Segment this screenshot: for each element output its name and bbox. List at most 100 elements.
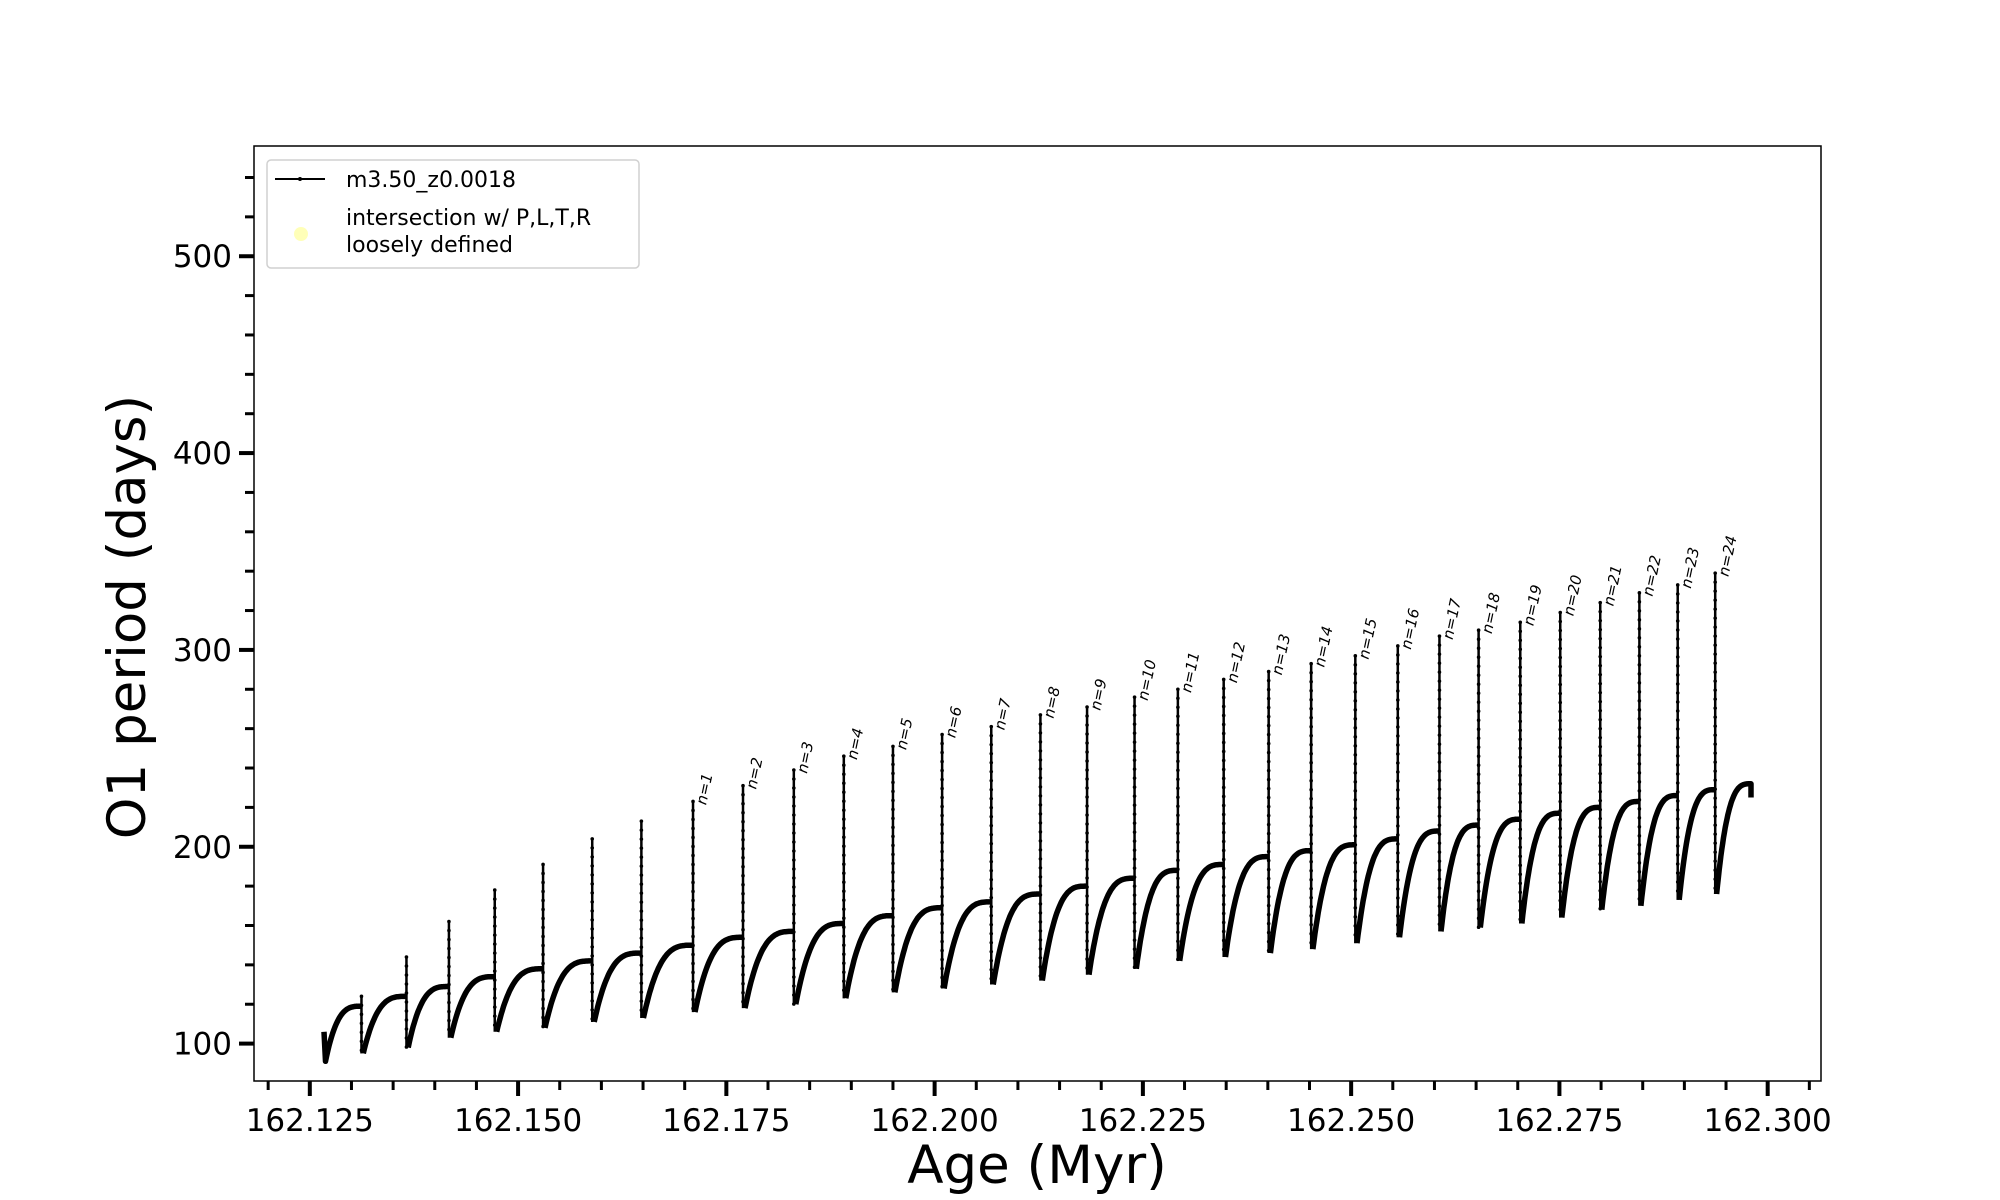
spike-point bbox=[1598, 888, 1603, 893]
spike-point bbox=[1713, 652, 1718, 656]
spike-point bbox=[541, 916, 545, 921]
spike-point bbox=[1558, 880, 1563, 885]
spike-point bbox=[741, 873, 745, 878]
spike-point bbox=[1396, 662, 1400, 666]
spike-point bbox=[1309, 778, 1313, 783]
spike-point bbox=[1266, 741, 1271, 746]
spike-point bbox=[1558, 709, 1563, 714]
spike-point bbox=[1309, 724, 1313, 729]
spike-point bbox=[1085, 966, 1089, 970]
spike-point bbox=[541, 880, 545, 885]
spike-point bbox=[1396, 707, 1400, 711]
spike-point bbox=[1598, 726, 1603, 731]
spike-point bbox=[1675, 763, 1680, 767]
spike-point bbox=[891, 861, 895, 866]
spike-point bbox=[590, 927, 595, 931]
spike-point bbox=[590, 999, 595, 1003]
spike-point bbox=[1518, 629, 1523, 634]
spike-point bbox=[1598, 708, 1603, 713]
spike-point bbox=[1396, 833, 1400, 837]
spike-point bbox=[1675, 817, 1680, 821]
legend: m3.50_z0.0018 intersection w/ P,L,T,R lo… bbox=[266, 159, 640, 269]
spike-point bbox=[891, 825, 895, 830]
spike-point bbox=[792, 930, 796, 934]
spike-point bbox=[1476, 637, 1481, 642]
spike-point bbox=[989, 742, 994, 747]
spike-point bbox=[1309, 922, 1313, 927]
spike-point bbox=[1476, 880, 1481, 885]
spike-point bbox=[1675, 673, 1680, 677]
spike-point bbox=[1675, 880, 1680, 884]
spike-point bbox=[1558, 799, 1563, 804]
spike-point bbox=[1085, 723, 1089, 727]
spike-point bbox=[1518, 809, 1523, 814]
spike-point bbox=[1132, 965, 1137, 969]
spike-point bbox=[1266, 912, 1271, 917]
spike-point bbox=[1085, 867, 1089, 871]
spike-point bbox=[792, 822, 796, 826]
spike-point bbox=[1085, 840, 1089, 844]
spike-point bbox=[1038, 830, 1043, 834]
spike-point bbox=[1309, 904, 1313, 909]
y-axis-title: O1 period (days) bbox=[97, 395, 158, 839]
spike-point bbox=[1353, 816, 1358, 820]
spike-point bbox=[1309, 823, 1313, 828]
spike-order-label: n=21 bbox=[1600, 563, 1626, 607]
spike-point bbox=[590, 891, 595, 895]
spike-point bbox=[1221, 938, 1226, 943]
spike-point bbox=[1518, 791, 1523, 796]
spike-point bbox=[1637, 699, 1642, 703]
spike-point bbox=[1675, 682, 1680, 686]
spike-point bbox=[1637, 591, 1642, 595]
spike-point bbox=[1637, 717, 1642, 721]
spike-point bbox=[1309, 868, 1313, 873]
legend-label-series: m3.50_z0.0018 bbox=[346, 168, 516, 193]
spike-point bbox=[842, 862, 846, 867]
spike-point bbox=[1476, 673, 1481, 678]
spike-point bbox=[590, 837, 595, 841]
spike-point bbox=[1437, 634, 1442, 638]
spike-point bbox=[940, 939, 944, 944]
spike-point bbox=[590, 864, 595, 868]
spike-point bbox=[447, 928, 451, 933]
spike-point bbox=[1309, 886, 1313, 891]
spike-point bbox=[1266, 840, 1271, 845]
spike-point bbox=[1132, 866, 1137, 870]
spike-point bbox=[1309, 715, 1313, 720]
spike-point bbox=[1598, 816, 1603, 821]
spike-point bbox=[1353, 807, 1358, 811]
spike-point bbox=[1437, 805, 1442, 809]
spike-point bbox=[1637, 870, 1642, 874]
spike-point bbox=[741, 927, 745, 932]
spike-point bbox=[1038, 767, 1043, 771]
spike-point bbox=[1476, 826, 1481, 831]
spike-point bbox=[590, 954, 595, 958]
spike-point bbox=[792, 804, 796, 808]
spike-point bbox=[492, 888, 497, 892]
spike-point bbox=[842, 781, 846, 786]
spike-point bbox=[842, 754, 846, 759]
spike-point bbox=[1713, 616, 1718, 620]
spike-point bbox=[1038, 821, 1043, 825]
spike-point bbox=[1085, 957, 1089, 961]
spike-point bbox=[691, 916, 695, 921]
spike-point bbox=[1309, 850, 1313, 855]
spike-point bbox=[1558, 835, 1563, 840]
spike-point bbox=[1437, 679, 1442, 683]
spike-point bbox=[741, 909, 745, 914]
spike-point bbox=[1266, 849, 1271, 854]
spike-point bbox=[1266, 669, 1271, 674]
spike-point bbox=[1518, 755, 1523, 760]
spike-point bbox=[691, 898, 695, 903]
spike-point bbox=[1396, 725, 1400, 729]
spike-point bbox=[1558, 754, 1563, 759]
spike-point bbox=[1518, 773, 1523, 778]
spike-point bbox=[639, 990, 644, 994]
spike-point bbox=[541, 943, 545, 948]
spike-point bbox=[1637, 897, 1642, 901]
spike-point bbox=[1396, 797, 1400, 801]
spike-point bbox=[1176, 723, 1180, 728]
spike-point bbox=[1476, 862, 1481, 867]
spike-point bbox=[1637, 780, 1642, 784]
spike-point bbox=[792, 876, 796, 880]
